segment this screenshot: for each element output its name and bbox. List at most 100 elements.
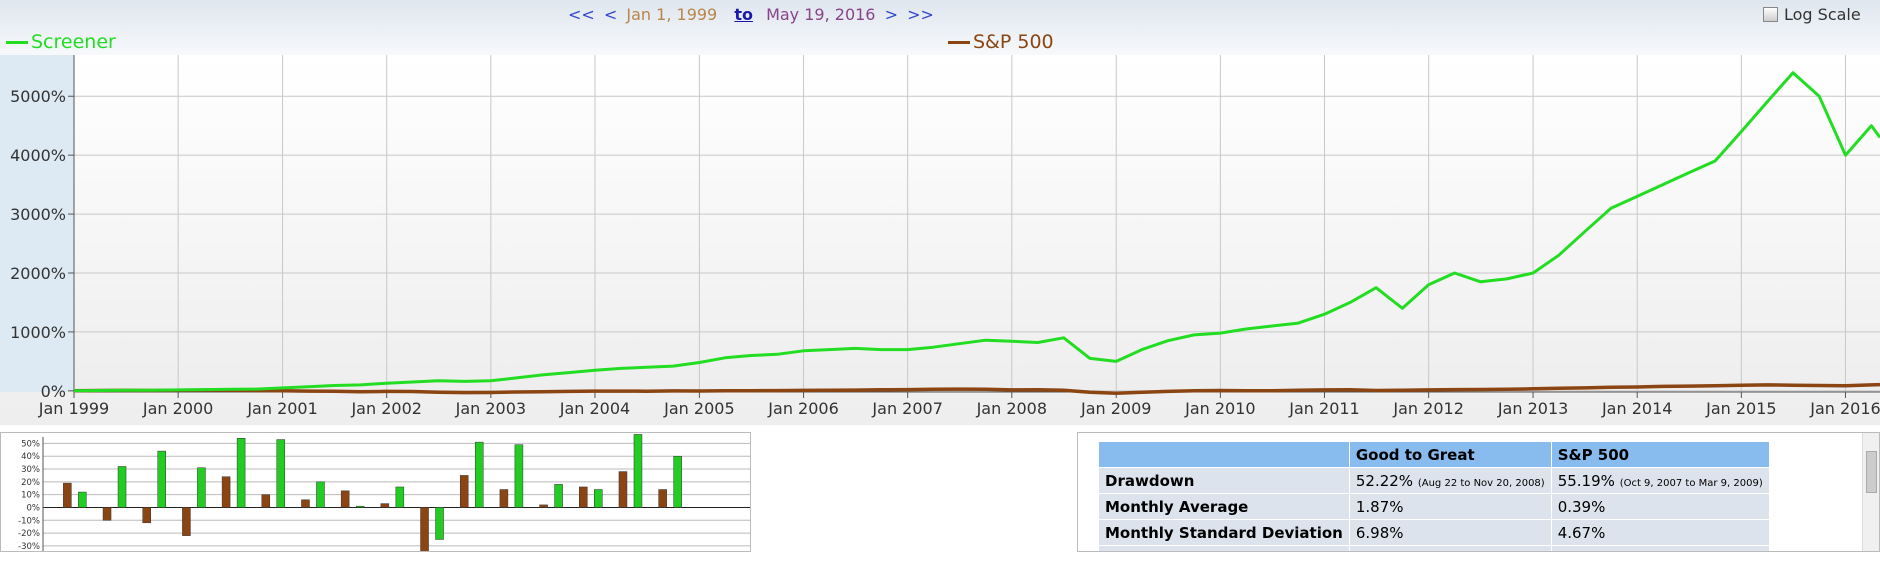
cell-value: 52.22%: [1355, 471, 1414, 490]
cell-value: 55.19%: [1557, 471, 1615, 490]
y-tick-label: 3000%: [10, 205, 66, 224]
bar: [182, 507, 191, 536]
scroll-thumb[interactable]: [1866, 451, 1877, 493]
table-cell: 4.67%: [1551, 520, 1769, 545]
date-navigation: << < Jan 1, 1999 to May 19, 2016 > >>: [568, 5, 938, 24]
x-tick-label: Jan 2012: [1392, 399, 1463, 418]
x-tick-label: Jan 2000: [142, 399, 213, 418]
x-tick-label: Jan 2006: [767, 399, 838, 418]
row-label: Monthly CVaR 5%: [1099, 546, 1349, 551]
bar: [539, 504, 548, 508]
bar: [261, 494, 271, 508]
log-scale-label[interactable]: Log Scale: [1784, 5, 1861, 24]
bar: [117, 466, 127, 508]
bar: [499, 489, 509, 508]
cell-value: 14.11%: [1356, 550, 1413, 552]
x-tick-label: Jan 2013: [1497, 399, 1568, 418]
cell-note: (Oct 9, 2007 to Mar 9, 2009): [1619, 477, 1763, 489]
table-row: Monthly CVaR 5% 14.11% 19.82%: [1099, 546, 1769, 552]
checkbox[interactable]: [1763, 7, 1778, 22]
table-cell: 55.19% (Oct 9, 2007 to Mar 9, 2009): [1551, 468, 1769, 493]
y-tick-label: 40%: [21, 452, 40, 462]
x-tick-label: Jan 1999: [38, 399, 109, 418]
scrollbar[interactable]: [1862, 433, 1879, 551]
bar: [420, 507, 429, 556]
legend-swatch: [948, 40, 970, 44]
annual-returns-chart: 50% 40% 30% 20% 10% 0% -10% -20% -30%: [18, 434, 750, 556]
y-tick-label: 2000%: [10, 264, 66, 283]
row-label: Drawdown: [1099, 468, 1349, 493]
x-tick-label: Jan 2008: [976, 399, 1047, 418]
y-tick-label: 5000%: [10, 87, 66, 106]
cell-value: 1.87%: [1355, 497, 1404, 516]
table-row: Monthly Standard Deviation 6.98% 4.67%: [1099, 520, 1769, 545]
y-tick-label: 10%: [21, 491, 40, 501]
table-cell: 52.22% (Aug 22 to Nov 20, 2008): [1349, 468, 1551, 493]
bar: [355, 505, 365, 508]
stats-panel: Good to Great S&P 500 Drawdown 52.22% (Aug …: [1077, 432, 1880, 552]
first-button[interactable]: <<: [568, 5, 595, 24]
y-tick-label: 50%: [21, 439, 40, 449]
series-line: [73, 71, 1880, 393]
y-tick-label: -10%: [18, 516, 40, 526]
log-scale-toggle[interactable]: Log Scale: [1763, 5, 1861, 24]
y-tick-label: -20%: [18, 529, 40, 539]
bar: [276, 439, 286, 508]
table-cell: 14.11%: [1349, 546, 1551, 552]
x-tick-label: Jan 2002: [350, 399, 421, 418]
x-tick-label: Jan 2015: [1705, 399, 1776, 418]
series-line: [73, 382, 1880, 395]
prev-button[interactable]: <: [603, 5, 618, 24]
bar: [633, 434, 643, 508]
bar: [157, 450, 166, 508]
axis-strip: [0, 55, 74, 392]
legend-label: S&P 500: [973, 31, 1054, 53]
x-tick-label: Jan 2016: [1809, 399, 1880, 418]
bar: [658, 489, 667, 508]
x-tick-label: Jan 2007: [871, 399, 942, 418]
y-tick-label: 1000%: [10, 323, 66, 342]
y-tick-label: 4000%: [10, 146, 66, 165]
header-row: Good to Great S&P 500: [1099, 442, 1769, 467]
y-tick-label: -30%: [18, 542, 40, 551]
bar: [102, 507, 112, 521]
last-button[interactable]: >>: [907, 5, 934, 24]
cell-note: (Aug 22 to Nov 20, 2008): [1417, 477, 1545, 489]
bar: [380, 503, 390, 508]
x-tick-label: Jan 2004: [559, 399, 630, 418]
bar: [78, 491, 87, 508]
end-date[interactable]: May 19, 2016: [766, 5, 876, 24]
bar: [618, 471, 628, 508]
start-date[interactable]: Jan 1, 1999: [626, 5, 718, 24]
row-label: Monthly Average: [1099, 494, 1349, 519]
cell-value: 4.67%: [1557, 523, 1606, 542]
bar: [236, 438, 246, 508]
to-link[interactable]: to: [734, 5, 753, 24]
table-cell: 0.39%: [1551, 494, 1769, 519]
bar: [474, 441, 484, 508]
table-row: Monthly Average 1.87% 0.39%: [1099, 494, 1769, 519]
stats-table: Good to Great S&P 500 Drawdown 52.22% (Aug …: [1098, 441, 1770, 552]
x-tick-label: Jan 2003: [455, 399, 526, 418]
header-cell: Good to Great: [1349, 442, 1551, 467]
y-tick-label: 30%: [21, 465, 40, 475]
plot-area: [74, 55, 1880, 392]
cell-value: 0.39%: [1557, 497, 1606, 516]
bar: [316, 481, 325, 508]
bar: [221, 476, 231, 508]
main-chart: Jan 1999 Jan 2000 Jan 2001 Jan 2002 Jan 2003…: [0, 55, 1880, 418]
x-tick-label: Jan 2011: [1288, 399, 1359, 418]
bar: [673, 455, 682, 508]
bar: [197, 467, 206, 508]
bar: [395, 486, 405, 508]
y-tick-label: 0%: [27, 503, 41, 513]
cell-value: 6.98%: [1355, 523, 1404, 542]
row-label: Monthly Standard Deviation: [1099, 520, 1349, 545]
legend-swatch: [6, 40, 28, 44]
x-tick-label: Jan 2009: [1080, 399, 1151, 418]
annual-returns-panel: 50% 40% 30% 20% 10% 0% -10% -20% -30%: [0, 432, 751, 556]
x-tick-label: Jan 2005: [663, 399, 734, 418]
bar: [142, 507, 151, 524]
table-row: Drawdown 52.22% (Aug 22 to Nov 20, 2008) 5…: [1099, 468, 1769, 493]
next-button[interactable]: >: [884, 5, 898, 24]
